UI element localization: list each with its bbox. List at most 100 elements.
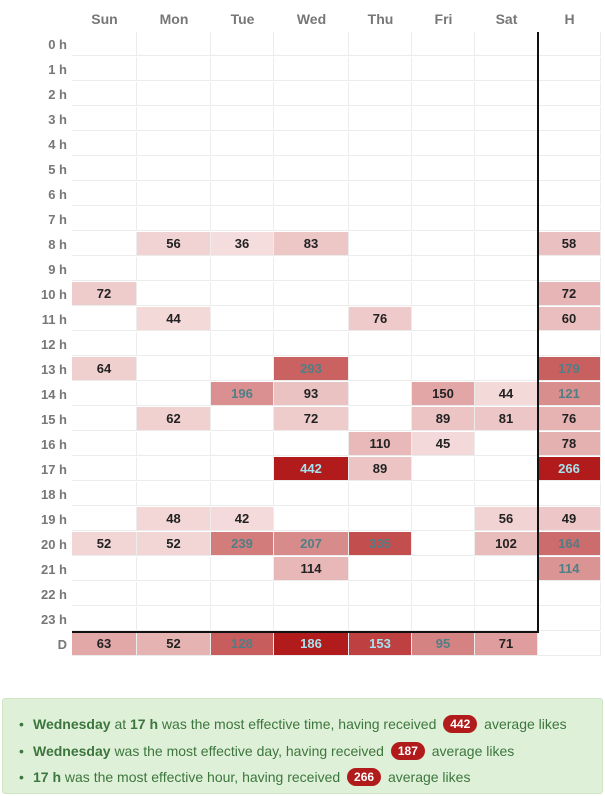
heatmap-cell: 266: [538, 457, 601, 481]
heatmap-cell-empty: [412, 307, 475, 331]
row-label: 5 h: [48, 162, 67, 177]
heatmap-cell-empty: [274, 207, 349, 231]
heatmap-cell-empty: [137, 457, 211, 481]
heatmap-cell-empty: [72, 582, 137, 606]
summary-item-hour: • 17 h was the most effective hour, havi…: [17, 766, 602, 793]
column-header: Tue: [230, 11, 255, 27]
heatmap-cell: 76: [349, 307, 412, 331]
column-header: Mon: [159, 11, 189, 27]
heatmap-cell-empty: [72, 407, 137, 431]
row-label: 20 h: [40, 537, 67, 552]
heatmap-cell-empty: [349, 282, 412, 306]
heatmap-cell: 114: [538, 557, 601, 581]
heatmap-cell-empty: [412, 582, 475, 606]
heatmap-cell-empty: [274, 257, 349, 281]
heatmap-cell: 102: [475, 532, 538, 556]
heatmap-cell-empty: [538, 157, 601, 181]
heatmap-cell-empty: [349, 257, 412, 281]
row-label: 21 h: [40, 562, 67, 577]
heatmap-cell-empty: [349, 357, 412, 381]
heatmap-cell-empty: [538, 607, 601, 631]
heatmap-cell-empty: [72, 432, 137, 456]
heatmap-cell-empty: [274, 432, 349, 456]
heatmap-cell-empty: [475, 207, 538, 231]
heatmap-cell-empty: [137, 107, 211, 131]
heatmap-cell: 164: [538, 532, 601, 556]
heatmap-cell-empty: [349, 132, 412, 156]
heatmap-cell-empty: [72, 332, 137, 356]
heatmap-cell: 56: [137, 232, 211, 256]
heatmap-cell-empty: [412, 507, 475, 531]
heatmap-cell-empty: [211, 282, 274, 306]
heatmap-cell-empty: [349, 382, 412, 406]
bullet-icon: •: [19, 716, 24, 732]
heatmap-cell-empty: [475, 432, 538, 456]
heatmap-cell-empty: [349, 482, 412, 506]
heatmap-cell-empty: [475, 332, 538, 356]
row-label: 4 h: [48, 137, 67, 152]
heatmap-cell-empty: [137, 482, 211, 506]
heatmap-cell-empty: [137, 32, 211, 56]
heatmap-cell-empty: [211, 182, 274, 206]
heatmap-cell-empty: [72, 257, 137, 281]
heatmap-cell-empty: [349, 507, 412, 531]
heatmap-cell-empty: [475, 232, 538, 256]
heatmap-cell-empty: [412, 257, 475, 281]
heatmap-cell-empty: [211, 582, 274, 606]
heatmap-cell-empty: [274, 82, 349, 106]
heatmap-cell: 293: [274, 357, 349, 381]
heatmap-cell-empty: [475, 132, 538, 156]
row-label: 9 h: [48, 262, 67, 277]
heatmap-cell-empty: [349, 407, 412, 431]
heatmap-cell-empty: [475, 257, 538, 281]
column-header: Fri: [434, 11, 453, 27]
summary-suffix: average likes: [387, 769, 471, 785]
heatmap-cell-empty: [72, 507, 137, 531]
row-label: 13 h: [40, 362, 67, 377]
summary-badge: 266: [347, 768, 382, 786]
summary-text: was the most effective time, having rece…: [161, 716, 437, 732]
heatmap-cell-empty: [538, 582, 601, 606]
heatmap-cell: 128: [211, 632, 274, 656]
heatmap-cell-empty: [412, 557, 475, 581]
heatmap-cell-empty: [72, 107, 137, 131]
heatmap-cell-empty: [349, 57, 412, 81]
heatmap-cell: 63: [72, 632, 137, 656]
heatmap-cell: 42: [211, 507, 274, 531]
heatmap-cell-empty: [475, 457, 538, 481]
heatmap-cell-empty: [72, 207, 137, 231]
heatmap-cell-empty: [349, 107, 412, 131]
heatmap-cell: 60: [538, 307, 601, 331]
heatmap-cell-empty: [72, 32, 137, 56]
heatmap-cell: 89: [349, 457, 412, 481]
summary-badge: 187: [390, 741, 425, 760]
heatmap-cell: 36: [211, 232, 274, 256]
heatmap-cell: 78: [538, 432, 601, 456]
heatmap-cell-empty: [475, 482, 538, 506]
heatmap-cell-empty: [475, 607, 538, 631]
row-label: 15 h: [40, 412, 67, 427]
heatmap-cell-empty: [211, 482, 274, 506]
heatmap-cell-empty: [349, 82, 412, 106]
heatmap-cell-empty: [349, 32, 412, 56]
heatmap-cell-empty: [412, 182, 475, 206]
heatmap-cell-empty: [211, 107, 274, 131]
heatmap-cell: 186: [274, 632, 349, 656]
heatmap-cell: 196: [211, 382, 274, 406]
row-label: 11 h: [41, 312, 67, 327]
heatmap-cell-empty: [349, 207, 412, 231]
summary-text: was the most effective day, having recei…: [114, 742, 384, 759]
summary-suffix: average likes: [431, 742, 515, 759]
heatmap-cell-empty: [137, 57, 211, 81]
heatmap-cell-empty: [475, 107, 538, 131]
bullet-icon: •: [19, 769, 24, 785]
summary-day: Wednesday: [33, 716, 111, 732]
heatmap-cell-empty: [475, 182, 538, 206]
heatmap-cell: 83: [274, 232, 349, 256]
heatmap-cell-empty: [274, 182, 349, 206]
heatmap-cell-empty: [538, 632, 601, 656]
heatmap-cell-empty: [137, 357, 211, 381]
heatmap-cell-empty: [72, 182, 137, 206]
row-label: 1 h: [48, 62, 67, 77]
heatmap-cell-empty: [137, 182, 211, 206]
